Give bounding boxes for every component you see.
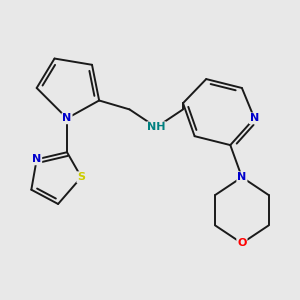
Text: N: N — [62, 113, 72, 123]
Text: N: N — [250, 113, 259, 123]
Text: S: S — [77, 172, 85, 182]
Text: N: N — [237, 172, 247, 182]
Text: NH: NH — [147, 122, 166, 132]
Text: N: N — [32, 154, 41, 164]
Text: O: O — [237, 238, 247, 248]
